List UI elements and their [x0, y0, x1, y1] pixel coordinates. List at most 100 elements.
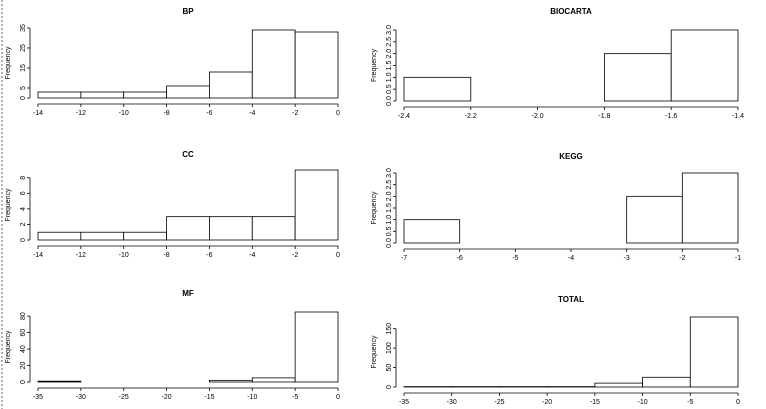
x-tick-label: -6 [457, 255, 463, 262]
histogram-bar [403, 76, 472, 102]
histogram-bar [251, 29, 296, 99]
x-tick-label: -10 [119, 110, 129, 117]
x-tick-label: -2 [679, 255, 685, 262]
x-tick-label: -1.6 [665, 113, 677, 120]
x-tick-label: -5 [512, 255, 518, 262]
y-tick-label: 8 [20, 176, 27, 180]
x-tick-label: -2.0 [532, 113, 544, 120]
x-tick-label: 0 [736, 399, 740, 406]
histogram-bar [123, 91, 167, 99]
y-tick-label: 1.0 [386, 215, 393, 225]
y-tick-label: 1.5 [386, 61, 393, 71]
chart-title: MF [182, 289, 194, 298]
y-tick-label: 0 [386, 385, 393, 389]
histogram-bar [604, 53, 672, 102]
histogram-bar [251, 216, 296, 241]
x-tick-label: -2.2 [465, 113, 477, 120]
x-tick-label: -12 [76, 110, 86, 117]
y-tick-label: 60 [20, 329, 27, 337]
chart-title: BP [182, 7, 194, 16]
y-tick-label: 2 [20, 222, 27, 226]
x-tick-label: -4 [249, 110, 255, 117]
y-tick-label: 25 [20, 44, 27, 52]
y-tick-label: 40 [20, 345, 27, 353]
y-tick-label: 0.0 [386, 238, 393, 248]
y-tick-label: 0 [20, 96, 27, 100]
y-tick-label: 3.0 [386, 168, 393, 178]
y-tick-label: 4 [20, 207, 27, 211]
chart-title: TOTAL [558, 295, 584, 304]
histogram-bar [403, 219, 461, 244]
y-tick-label: 0 [20, 238, 27, 242]
x-tick-label: -8 [163, 252, 169, 259]
y-axis-label: Frequency [5, 188, 12, 222]
y-axis-label: Frequency [371, 191, 378, 225]
x-tick-label: -12 [76, 252, 86, 259]
histogram-bar [251, 377, 296, 383]
y-tick-label: 0 [20, 380, 27, 384]
x-tick-label: -8 [163, 110, 169, 117]
y-axis-label: Frequency [5, 46, 12, 80]
y-tick-label: 2.0 [386, 191, 393, 201]
y-tick-label: 1.0 [386, 72, 393, 82]
x-tick-label: -1.4 [732, 113, 744, 120]
chart-title: BIOCARTA [550, 7, 592, 16]
histogram-bar [209, 379, 253, 383]
histogram-bar [642, 376, 691, 388]
x-tick-label: -1.8 [598, 113, 610, 120]
histogram-bar [594, 382, 643, 388]
x-tick-label: -14 [33, 252, 43, 259]
histogram-bar [80, 91, 125, 99]
x-tick-label: -4 [249, 252, 255, 259]
x-tick-label: -10 [119, 252, 129, 259]
histogram-bar [626, 195, 683, 244]
y-axis-label: Frequency [371, 335, 378, 369]
histogram-bar [166, 216, 210, 241]
y-tick-label: 2.5 [386, 180, 393, 190]
histogram-bar [37, 91, 82, 99]
y-tick-label: 1.5 [386, 203, 393, 213]
x-tick-label: 0 [336, 394, 340, 401]
x-tick-label: 0 [336, 252, 340, 259]
x-tick-label: -15 [590, 399, 600, 406]
x-tick-label: -14 [33, 110, 43, 117]
x-tick-label: -3 [624, 255, 630, 262]
y-tick-label: 3.0 [386, 25, 393, 35]
y-tick-label: 35 [20, 24, 27, 32]
histogram-bar [123, 231, 167, 241]
y-tick-label: 50 [386, 364, 393, 372]
histogram-bar [689, 316, 739, 388]
histogram-bar [294, 169, 339, 241]
y-tick-label: 0.5 [386, 226, 393, 236]
x-tick-label: -2.4 [398, 113, 410, 120]
x-tick-label: -7 [401, 255, 407, 262]
y-tick-label: 80 [20, 312, 27, 320]
y-tick-label: 20 [20, 362, 27, 370]
x-tick-label: 0 [336, 110, 340, 117]
y-tick-label: 6 [20, 191, 27, 195]
x-tick-label: -1 [735, 255, 741, 262]
x-tick-label: -6 [206, 110, 212, 117]
x-tick-label: -20 [162, 394, 172, 401]
y-tick-label: 2.5 [386, 37, 393, 47]
y-axis-label: Frequency [5, 330, 12, 364]
x-tick-label: -10 [638, 399, 648, 406]
y-tick-label: 0.0 [386, 96, 393, 106]
histogram-bar [166, 85, 210, 99]
x-tick-label: -30 [447, 399, 457, 406]
x-tick-label: -30 [76, 394, 86, 401]
y-tick-label: 0.5 [386, 84, 393, 94]
y-tick-label: 5 [20, 86, 27, 90]
y-tick-label: 150 [386, 323, 393, 335]
x-tick-label: -25 [494, 399, 504, 406]
histogram-bar [294, 31, 339, 99]
histogram-bar [294, 311, 339, 383]
x-tick-label: -25 [119, 394, 129, 401]
y-tick-label: 2.0 [386, 49, 393, 59]
x-tick-label: -4 [568, 255, 574, 262]
x-tick-label: -2 [292, 252, 298, 259]
x-tick-label: -6 [206, 252, 212, 259]
chart-title: KEGG [559, 152, 583, 161]
x-tick-label: -5 [292, 394, 298, 401]
